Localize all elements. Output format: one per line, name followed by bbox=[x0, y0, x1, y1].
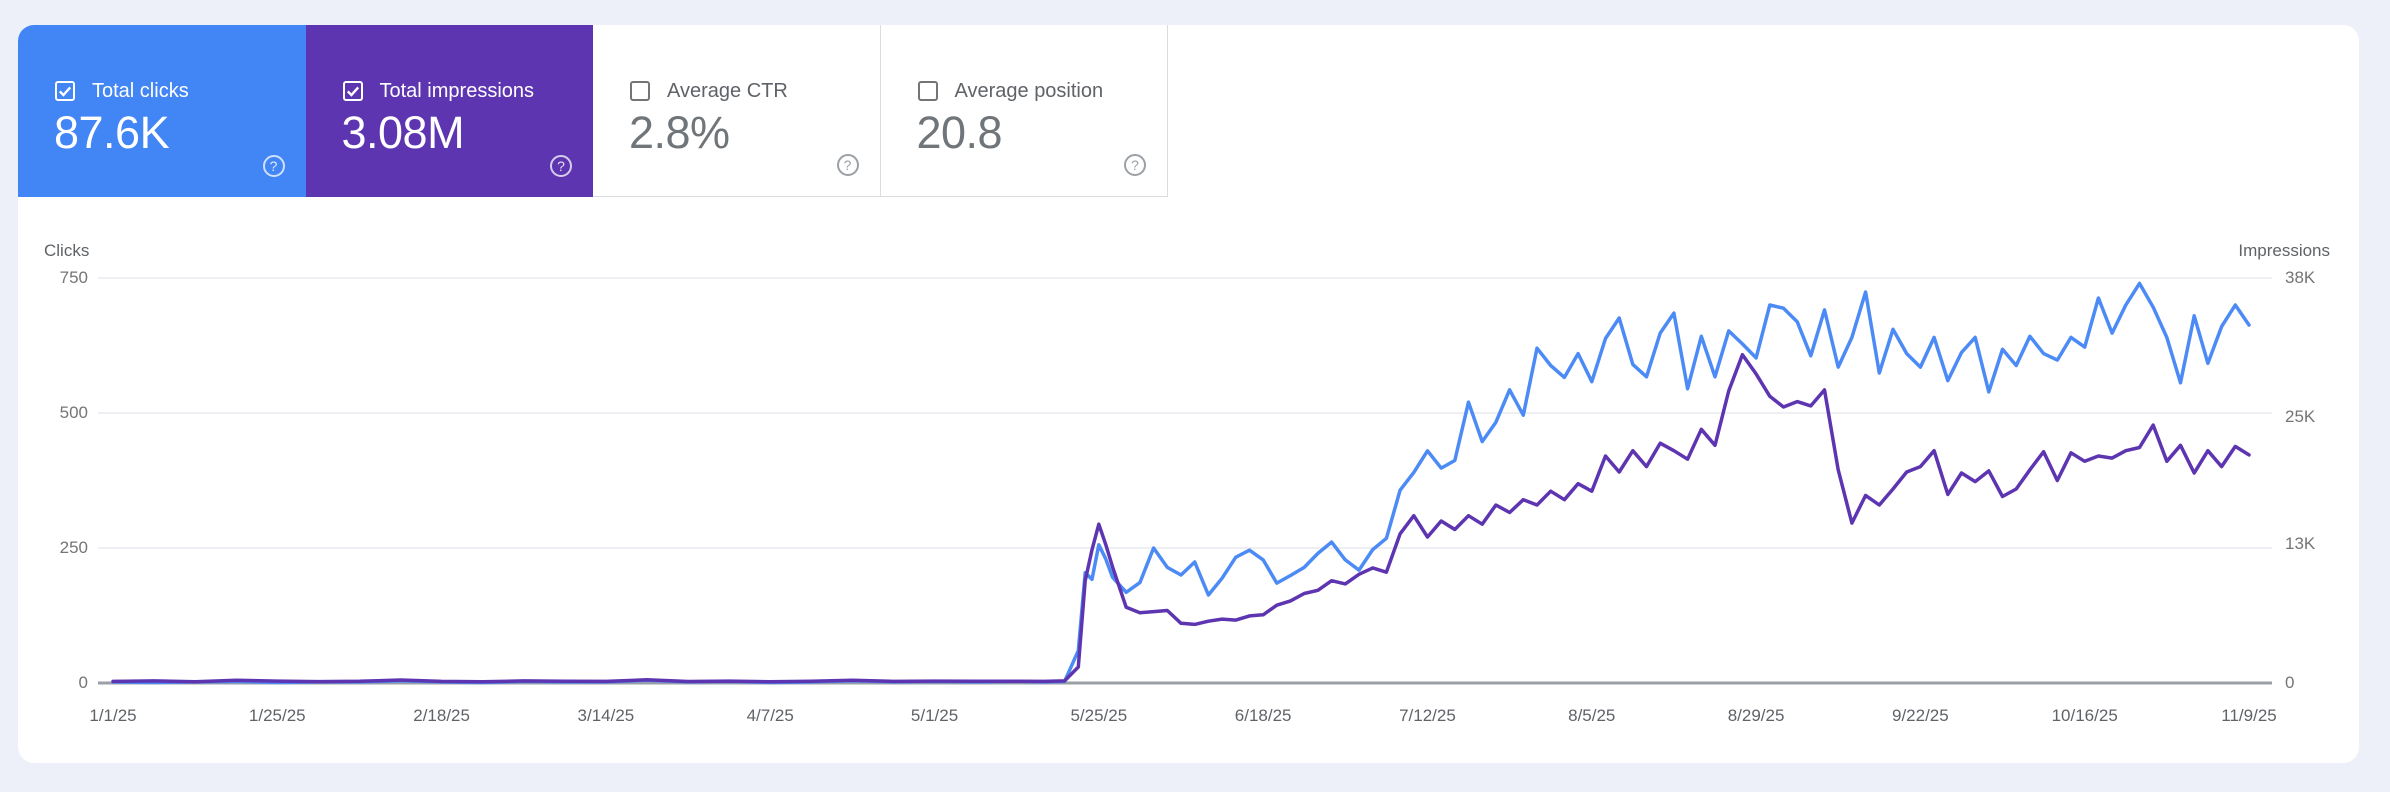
tick-x-label: 11/9/25 bbox=[2221, 706, 2277, 725]
tick-right-label: 25K bbox=[2285, 406, 2316, 426]
tick-left-label: 500 bbox=[59, 403, 88, 422]
question-glyph: ? bbox=[269, 158, 278, 174]
help-icon[interactable]: ? bbox=[262, 155, 285, 177]
left-axis-title: Clicks bbox=[44, 241, 90, 260]
average-position-checkbox[interactable] bbox=[917, 81, 938, 101]
check-icon bbox=[346, 86, 359, 97]
tick-x-label: 5/25/25 bbox=[1070, 706, 1128, 725]
tick-x-label: 1/25/25 bbox=[248, 706, 306, 725]
tick-right-label: 0 bbox=[2285, 673, 2295, 692]
tick-x-label: 5/1/25 bbox=[910, 706, 959, 725]
total-clicks-checkbox[interactable] bbox=[55, 81, 75, 101]
tick-x-label: 8/29/25 bbox=[1727, 706, 1785, 725]
metric-card-label: Total impressions bbox=[379, 80, 535, 102]
tick-right-label: 13K bbox=[2285, 534, 2316, 554]
tick-x-label: 9/22/25 bbox=[1892, 706, 1949, 725]
right-axis-title: Impressions bbox=[2238, 241, 2330, 260]
tick-x-label: 10/16/25 bbox=[2051, 706, 2118, 725]
help-icon[interactable]: ? bbox=[550, 155, 572, 177]
metric-card-average-ctr[interactable]: Average CTR 2.8% ? bbox=[593, 25, 881, 197]
tick-x-label: 6/18/25 bbox=[1234, 706, 1292, 725]
metric-card-header: Average CTR bbox=[630, 81, 788, 101]
tick-left-label: 250 bbox=[59, 538, 88, 557]
metric-card-total-clicks[interactable]: Total clicks 87.6K ? bbox=[18, 25, 306, 197]
total-impressions-checkbox[interactable] bbox=[342, 81, 363, 101]
question-glyph: ? bbox=[843, 157, 852, 173]
metric-card-label: Total clicks bbox=[92, 80, 189, 102]
performance-panel: Total clicks 87.6K ? Total impressions 3… bbox=[18, 25, 2359, 763]
tick-x-label: 2/18/25 bbox=[413, 706, 470, 725]
metric-card-value: 2.8% bbox=[629, 107, 730, 158]
metric-card-value: 20.8 bbox=[916, 107, 1003, 158]
impressions-line bbox=[111, 352, 2251, 684]
help-icon[interactable]: ? bbox=[836, 154, 859, 176]
metric-card-total-impressions[interactable]: Total impressions 3.08M ? bbox=[305, 25, 593, 197]
metric-card-header: Total impressions bbox=[342, 80, 535, 102]
metric-card-header: Total clicks bbox=[55, 81, 189, 101]
question-glyph: ? bbox=[1131, 157, 1139, 173]
metric-card-label: Average CTR bbox=[667, 80, 788, 102]
metric-card-label: Average position bbox=[954, 80, 1104, 102]
metric-card-average-position[interactable]: Average position 20.8 ? bbox=[880, 25, 1168, 197]
tick-right-label: 38K bbox=[2285, 268, 2316, 287]
metric-cards-row: Total clicks 87.6K ? Total impressions 3… bbox=[18, 25, 1168, 197]
tick-x-label: 3/14/25 bbox=[577, 706, 635, 725]
metric-card-value: 3.08M bbox=[341, 107, 465, 158]
check-icon bbox=[58, 86, 72, 97]
tick-x-label: 8/5/25 bbox=[1568, 706, 1616, 725]
chart-plot-area[interactable] bbox=[18, 25, 2359, 763]
help-icon[interactable]: ? bbox=[1124, 154, 1146, 176]
average-ctr-checkbox[interactable] bbox=[630, 81, 650, 101]
tick-x-label: 1/1/25 bbox=[89, 706, 137, 725]
tick-left-label: 750 bbox=[59, 268, 88, 287]
tick-left-label: 0 bbox=[78, 673, 88, 692]
tick-x-label: 7/12/25 bbox=[1399, 706, 1456, 725]
metric-card-value: 87.6K bbox=[54, 107, 170, 158]
metric-card-header: Average position bbox=[917, 80, 1104, 102]
question-glyph: ? bbox=[557, 158, 565, 174]
tick-x-label: 4/7/25 bbox=[746, 706, 794, 725]
